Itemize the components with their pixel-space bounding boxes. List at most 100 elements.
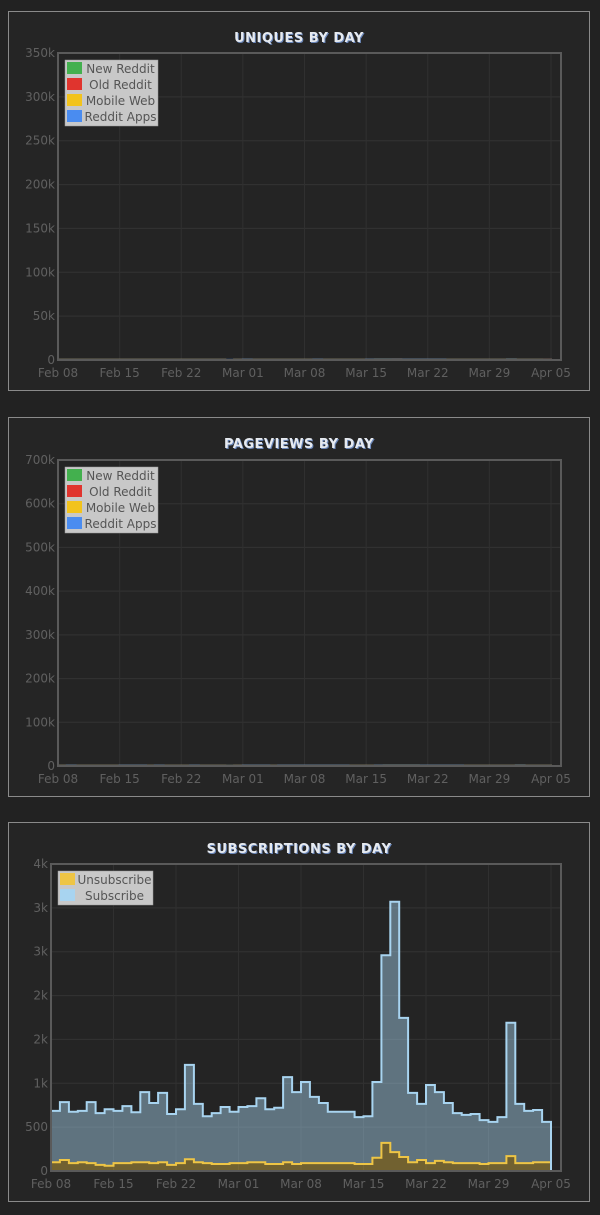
data-point bbox=[105, 1165, 114, 1167]
data-point bbox=[444, 1161, 453, 1163]
y-tick-label: 700k bbox=[25, 453, 55, 467]
data-point bbox=[390, 1151, 399, 1153]
data-point bbox=[328, 1111, 337, 1113]
data-point bbox=[399, 1017, 408, 1019]
x-tick-label: Apr 05 bbox=[531, 1177, 571, 1191]
legend-swatch bbox=[60, 889, 75, 901]
data-point bbox=[471, 1113, 480, 1115]
legend-swatch bbox=[67, 469, 82, 481]
x-tick-label: Mar 01 bbox=[222, 772, 264, 786]
data-point bbox=[114, 1162, 123, 1164]
y-tick-label: 600k bbox=[25, 497, 55, 511]
plot-border bbox=[50, 863, 562, 1172]
x-tick-label: Mar 22 bbox=[407, 366, 449, 380]
x-tick-label: Mar 01 bbox=[222, 366, 264, 380]
x-tick-label: Feb 22 bbox=[156, 1177, 196, 1191]
data-point bbox=[283, 1161, 292, 1163]
data-point bbox=[140, 1091, 149, 1093]
y-tick-label: 3k bbox=[33, 945, 48, 959]
data-point bbox=[399, 1156, 408, 1158]
data-point bbox=[149, 1162, 158, 1164]
data-point bbox=[247, 1105, 256, 1107]
data-point bbox=[158, 1161, 167, 1163]
data-point bbox=[274, 1107, 283, 1109]
data-point bbox=[301, 1162, 310, 1164]
y-tick-label: 500 bbox=[25, 1120, 48, 1134]
x-tick-label: Feb 22 bbox=[161, 366, 201, 380]
data-point bbox=[355, 1116, 364, 1118]
legend-label: Mobile Web bbox=[86, 501, 155, 515]
data-point bbox=[230, 1162, 239, 1164]
legend-swatch bbox=[67, 94, 82, 106]
x-tick-label: Feb 22 bbox=[161, 772, 201, 786]
series-group bbox=[51, 900, 557, 1172]
legend: New Reddit Old Reddit Mobile Web Reddit App… bbox=[64, 466, 159, 534]
data-point bbox=[453, 1112, 462, 1114]
x-tick-label: Mar 29 bbox=[469, 366, 511, 380]
data-point bbox=[256, 1097, 265, 1099]
y-tick-label: 100k bbox=[25, 265, 55, 279]
legend-label: New Reddit bbox=[86, 469, 155, 483]
data-point bbox=[131, 1161, 140, 1163]
legend-label: Reddit Apps bbox=[85, 517, 157, 531]
data-point bbox=[355, 1163, 364, 1165]
data-point bbox=[542, 1161, 551, 1163]
legend-swatch bbox=[67, 110, 82, 122]
data-point bbox=[60, 1101, 69, 1103]
data-point bbox=[480, 1163, 489, 1165]
data-point bbox=[230, 1111, 239, 1113]
y-tick-label: 200k bbox=[25, 178, 55, 192]
data-point bbox=[337, 1111, 346, 1113]
data-point bbox=[283, 1076, 292, 1078]
data-point bbox=[87, 1101, 96, 1103]
x-tick-label: Mar 29 bbox=[469, 772, 511, 786]
data-point bbox=[301, 1081, 310, 1083]
pageviews-panel: PAGEVIEWS BY DAY 0 100k 200k 300k 400k 500k 600… bbox=[8, 417, 590, 797]
data-point bbox=[265, 1163, 274, 1165]
area-subscribe bbox=[51, 901, 557, 1171]
data-point bbox=[247, 1161, 256, 1163]
data-point bbox=[194, 1103, 203, 1105]
x-tick-label: Apr 05 bbox=[531, 366, 571, 380]
data-point bbox=[328, 1162, 337, 1164]
plot-border bbox=[57, 52, 562, 361]
data-point bbox=[105, 1108, 114, 1110]
y-tick-label: 50k bbox=[33, 309, 55, 323]
x-tick-label: Feb 08 bbox=[31, 1177, 71, 1191]
data-point bbox=[185, 1064, 194, 1066]
x-tick-label: Feb 15 bbox=[93, 1177, 133, 1191]
data-point bbox=[60, 1159, 69, 1161]
data-point bbox=[176, 1108, 185, 1110]
uniques-chart: UNIQUES BY DAY 0 50k 100k 150k 200k 250k 300k 35… bbox=[25, 31, 571, 380]
data-point bbox=[390, 901, 399, 903]
data-point bbox=[471, 1162, 480, 1164]
legend-label: Old Reddit bbox=[89, 485, 152, 499]
y-tick-label: 2k bbox=[33, 989, 48, 1003]
data-point bbox=[167, 1164, 176, 1166]
data-point bbox=[194, 1161, 203, 1163]
data-point bbox=[265, 1108, 274, 1110]
data-point bbox=[185, 1158, 194, 1160]
data-point bbox=[462, 1162, 471, 1164]
data-point bbox=[346, 1162, 355, 1164]
data-point bbox=[426, 1162, 435, 1164]
data-point bbox=[51, 1161, 60, 1163]
data-point bbox=[372, 1157, 381, 1159]
y-tick-label: 300k bbox=[25, 90, 55, 104]
legend: New Reddit Old Reddit Mobile Web Reddit App… bbox=[64, 59, 159, 127]
data-point bbox=[292, 1091, 301, 1093]
data-point bbox=[497, 1116, 506, 1118]
data-point bbox=[515, 1162, 524, 1164]
data-point bbox=[381, 1142, 390, 1144]
data-point bbox=[122, 1162, 131, 1164]
x-tick-label: Mar 08 bbox=[284, 772, 326, 786]
data-point bbox=[167, 1113, 176, 1115]
chart-title: UNIQUES BY DAY bbox=[234, 31, 364, 46]
x-tick-label: Mar 15 bbox=[343, 1177, 385, 1191]
x-tick-label: Feb 08 bbox=[38, 366, 78, 380]
legend: Unsubscribe Subscribe bbox=[57, 870, 154, 906]
y-tick-label: 250k bbox=[25, 134, 55, 148]
y-tick-label: 200k bbox=[25, 672, 55, 686]
data-point bbox=[256, 1161, 265, 1163]
y-tick-label: 4k bbox=[33, 857, 48, 871]
